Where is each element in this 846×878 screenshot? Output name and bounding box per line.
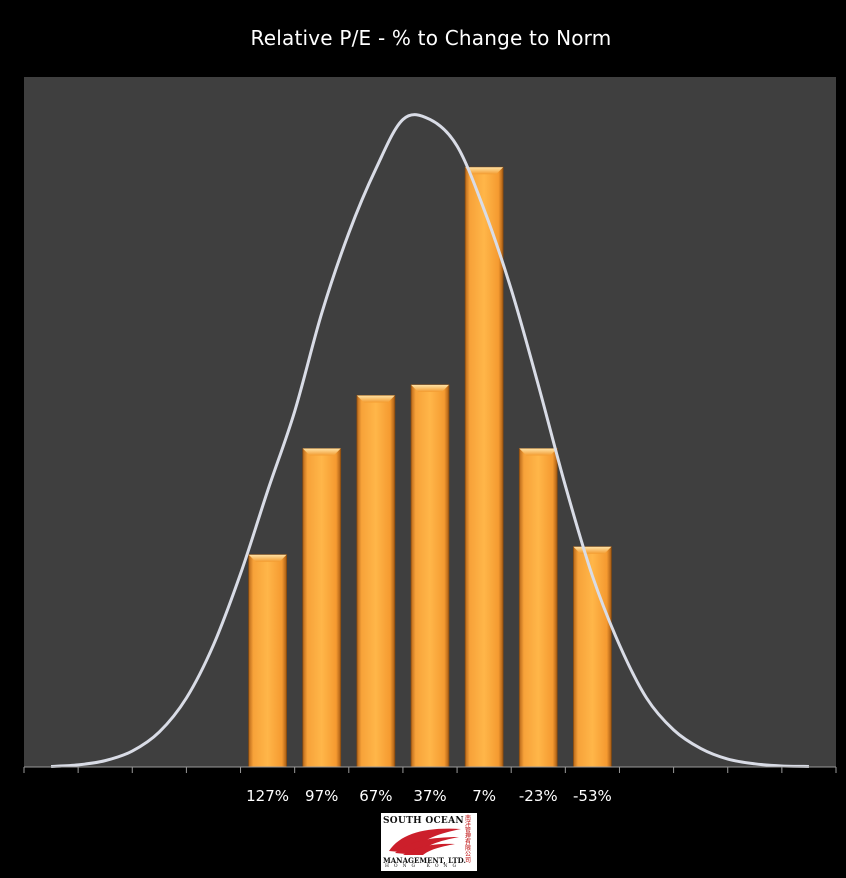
bar (464, 166, 504, 768)
logo-line2: MANAGEMENT, LTD. (383, 856, 466, 865)
logo-line1: SOUTH OCEAN (383, 816, 464, 826)
bar (410, 384, 450, 768)
company-logo: SOUTH OCEAN MANAGEMENT, LTD. HONG KONG 南… (381, 813, 477, 871)
x-tick-label: 7% (472, 787, 496, 805)
bars-layer (248, 166, 612, 768)
chart-title: Relative P/E - % to Change to Norm (250, 26, 612, 50)
x-axis-labels: 127% 97% 67% 37% 7% -23% -53% (246, 787, 612, 805)
x-tick-label: 67% (359, 787, 392, 805)
logo-emblem (389, 828, 461, 855)
bar (356, 395, 396, 768)
bar (302, 448, 342, 768)
bar (248, 554, 287, 768)
x-axis-ticks (23, 767, 837, 773)
x-tick-label: 97% (305, 787, 338, 805)
logo-side-text: 南洋管理有限公司 (465, 815, 472, 864)
logo-line3: HONG KONG (385, 864, 462, 869)
x-tick-label: -23% (519, 787, 558, 805)
normal-curve-line (50, 113, 809, 768)
x-tick-label: 37% (413, 787, 446, 805)
x-tick-label: 127% (246, 787, 289, 805)
x-tick-label: -53% (573, 787, 612, 805)
bar (518, 448, 558, 768)
